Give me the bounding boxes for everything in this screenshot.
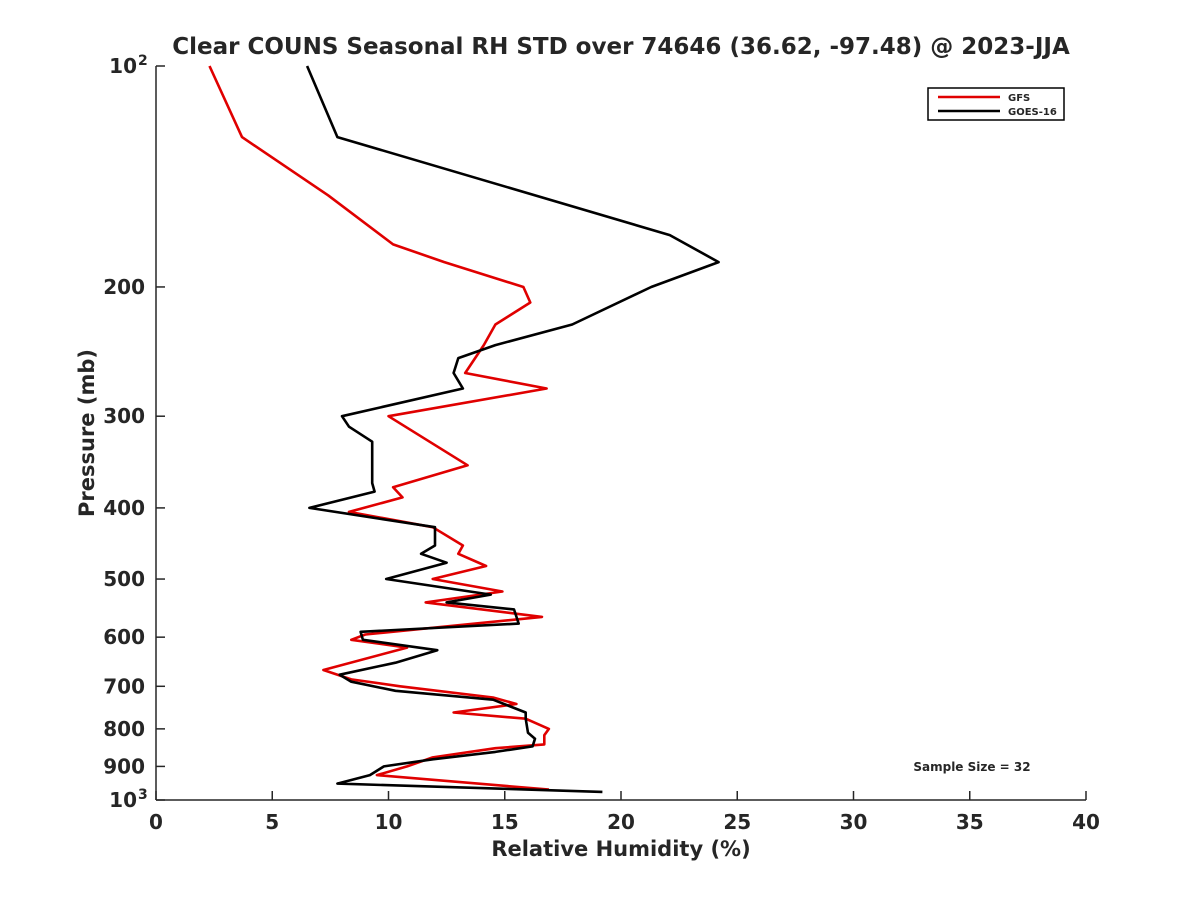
series-line-gfs bbox=[208, 65, 551, 791]
plot-area bbox=[156, 66, 1086, 800]
y-tick-label: 600 bbox=[103, 625, 145, 649]
chart-title: Clear COUNS Seasonal RH STD over 74646 (… bbox=[172, 34, 1070, 60]
y-tick-label: 400 bbox=[103, 496, 145, 520]
y-tick-label: 900 bbox=[103, 754, 145, 778]
x-tick-label: 25 bbox=[723, 810, 751, 834]
x-tick-label: 0 bbox=[149, 810, 163, 834]
y-tick-label: 700 bbox=[103, 674, 145, 698]
y-tick-label: 200 bbox=[103, 275, 145, 299]
legend-label-goes-16: GOES-16 bbox=[1008, 107, 1057, 118]
legend-box bbox=[927, 87, 1065, 121]
y-tick-label: 500 bbox=[103, 567, 145, 591]
series-line-goes-16 bbox=[305, 65, 720, 794]
sample-size-annotation: Sample Size = 32 bbox=[913, 760, 1030, 774]
y-tick-label: 800 bbox=[103, 717, 145, 741]
x-tick-label: 10 bbox=[375, 810, 403, 834]
x-tick-label: 5 bbox=[265, 810, 279, 834]
y-axis-label: Pressure (mb) bbox=[75, 349, 99, 517]
y-tick-label: 300 bbox=[103, 404, 145, 428]
y-tick-label: 10 bbox=[109, 54, 137, 78]
x-tick-label: 40 bbox=[1072, 810, 1100, 834]
x-tick-label: 15 bbox=[491, 810, 519, 834]
axes-layer bbox=[155, 65, 1087, 801]
y-tick-label-exponent: 3 bbox=[138, 787, 148, 803]
legend-label-gfs: GFS bbox=[1008, 93, 1030, 104]
x-tick-label: 35 bbox=[956, 810, 984, 834]
x-tick-label: 20 bbox=[607, 810, 635, 834]
series-layer bbox=[208, 65, 720, 794]
x-tick-label: 30 bbox=[840, 810, 868, 834]
legend: GFS GOES-16 bbox=[927, 87, 1065, 121]
y-tick-label: 10 bbox=[109, 788, 137, 812]
x-axis-label: Relative Humidity (%) bbox=[491, 837, 750, 861]
y-tick-label-exponent: 2 bbox=[138, 53, 148, 69]
